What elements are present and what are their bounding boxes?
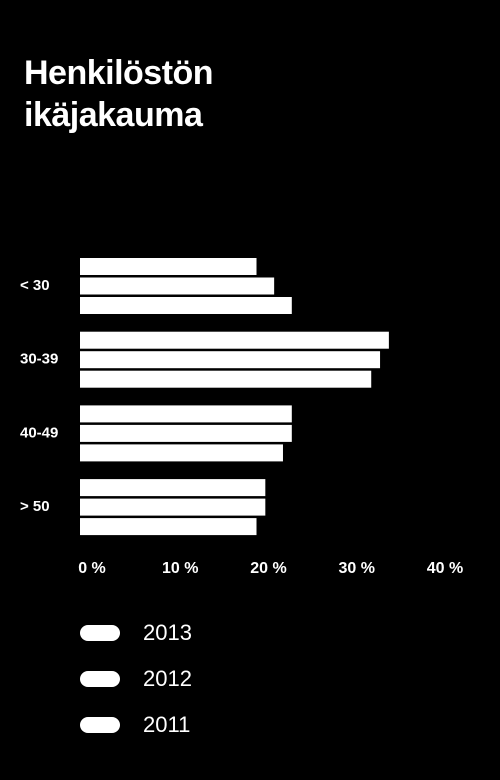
category-label: 40-49 <box>20 424 58 441</box>
category-label: < 30 <box>20 277 50 294</box>
x-tick-label: 20 % <box>250 560 286 577</box>
legend-label: 2012 <box>143 666 192 691</box>
bar <box>80 351 381 369</box>
legend-swatch <box>80 671 120 687</box>
bar <box>80 297 292 314</box>
legend-label: 2013 <box>143 620 192 645</box>
x-tick-label: 40 % <box>427 560 463 577</box>
x-tick-label: 0 % <box>78 560 106 577</box>
bar <box>80 258 257 275</box>
legend-swatch <box>80 717 120 733</box>
bar <box>80 370 372 388</box>
bar <box>80 331 389 349</box>
bar <box>80 424 292 442</box>
bar <box>80 498 266 516</box>
chart-title: Henkilöstön ikäjakauma <box>24 54 214 134</box>
bar <box>80 405 292 423</box>
x-tick-label: 10 % <box>162 560 198 577</box>
category-label: > 50 <box>20 498 50 515</box>
bar <box>80 518 257 536</box>
bar <box>80 277 275 295</box>
bar <box>80 444 283 462</box>
category-label: 30-39 <box>20 351 58 368</box>
x-tick-label: 30 % <box>339 560 375 577</box>
bar <box>80 479 266 497</box>
legend-label: 2011 <box>143 712 190 737</box>
legend-swatch <box>80 625 120 641</box>
